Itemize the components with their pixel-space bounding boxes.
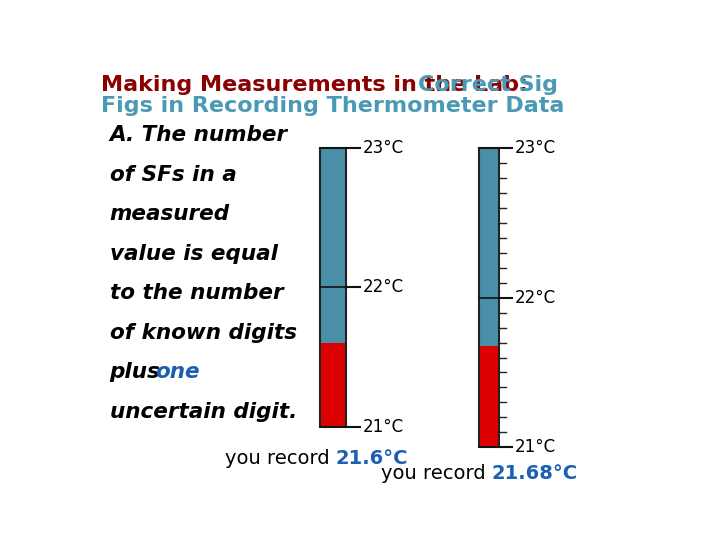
Bar	[320, 343, 346, 427]
Bar	[479, 148, 499, 346]
Text: measured: measured	[109, 204, 230, 224]
Text: value is equal: value is equal	[109, 244, 277, 264]
Text: Making Measurements in the Lab:: Making Measurements in the Lab:	[101, 75, 544, 95]
Text: plus: plus	[109, 362, 168, 382]
Text: 21°C: 21°C	[515, 438, 556, 456]
Text: 21.6°C: 21.6°C	[336, 449, 408, 468]
Text: 22°C: 22°C	[363, 278, 404, 296]
Text: 21.68°C: 21.68°C	[492, 464, 578, 483]
Bar	[320, 148, 346, 343]
Text: 23°C: 23°C	[515, 139, 556, 157]
Text: of SFs in a: of SFs in a	[109, 165, 236, 185]
Text: 21°C: 21°C	[363, 417, 404, 436]
Text: A. The number: A. The number	[109, 125, 288, 145]
Text: uncertain digit.: uncertain digit.	[109, 402, 297, 422]
Text: of known digits: of known digits	[109, 322, 297, 342]
Text: 22°C: 22°C	[515, 289, 556, 307]
Bar	[320, 148, 346, 427]
Text: 23°C: 23°C	[363, 139, 404, 157]
Text: Correct Sig: Correct Sig	[418, 75, 557, 95]
Text: you record: you record	[381, 464, 492, 483]
Text: Figs in Recording Thermometer Data: Figs in Recording Thermometer Data	[101, 97, 564, 117]
Text: you record: you record	[225, 449, 336, 468]
Bar	[479, 148, 499, 447]
Text: to the number: to the number	[109, 283, 283, 303]
Bar	[479, 346, 499, 447]
Text: one: one	[156, 362, 200, 382]
